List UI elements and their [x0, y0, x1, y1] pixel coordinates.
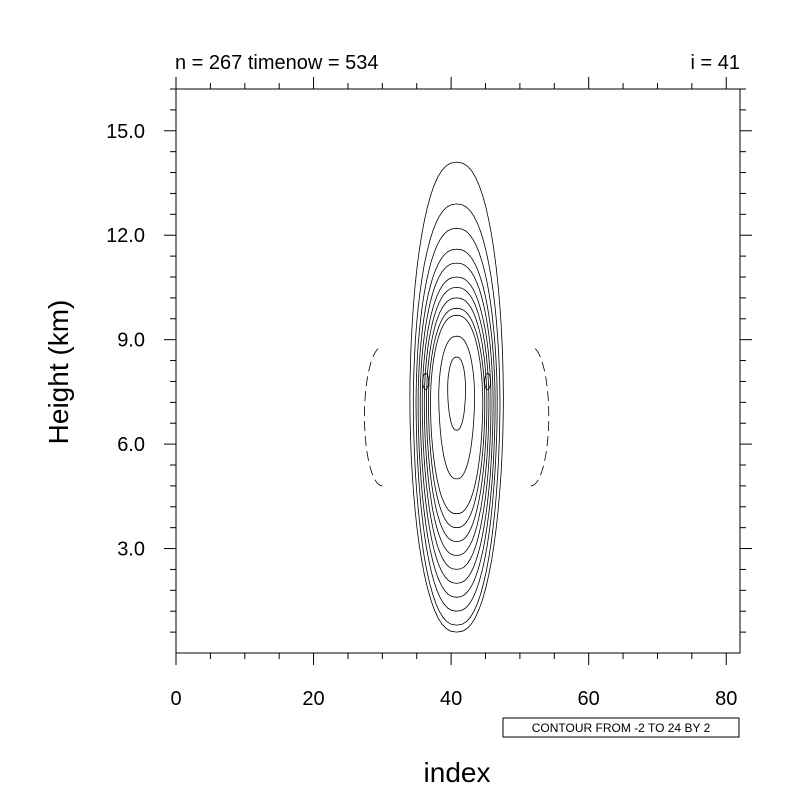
- contour-line: [412, 203, 501, 626]
- x-tick-label: 60: [578, 688, 600, 710]
- contour-local-max: [484, 373, 491, 390]
- plot-frame: [175, 88, 741, 654]
- x-tick-label: 0: [170, 688, 181, 710]
- x-tick-labels: 0 20 40 60 80: [170, 688, 737, 710]
- contour-line: [421, 276, 492, 570]
- contour-line: [427, 307, 486, 529]
- contour-local-max: [422, 373, 430, 390]
- y-tick-label: 3.0: [117, 539, 145, 561]
- contour-info-text: CONTOUR FROM -2 TO 24 BY 2: [532, 721, 711, 735]
- y-tick-label: 15.0: [106, 121, 145, 143]
- contour-line: [425, 297, 488, 543]
- title-right: i = 41: [691, 52, 740, 74]
- x-axis-label: index: [424, 757, 491, 788]
- y-tick-label: 9.0: [117, 330, 145, 352]
- contour-line: [419, 262, 494, 584]
- x-tick-label: 40: [440, 688, 462, 710]
- contour-line: [447, 356, 467, 431]
- y-axis-label: Height (km): [43, 300, 74, 445]
- contour-line: [417, 248, 496, 598]
- axis-ticks: [164, 77, 752, 665]
- contour-line: [438, 335, 475, 480]
- contour-line: [423, 286, 490, 556]
- contour-lines: [364, 161, 550, 633]
- y-tick-label: 12.0: [106, 225, 145, 247]
- x-tick-label: 20: [302, 688, 324, 710]
- contour-line-negative: [530, 346, 550, 487]
- contour-line-negative: [364, 346, 383, 487]
- x-tick-label: 80: [715, 688, 737, 710]
- contour-line: [409, 161, 504, 633]
- contour-info-box: [502, 717, 740, 738]
- y-tick-labels: 3.0 6.0 9.0 12.0 15.0: [106, 121, 145, 561]
- contour-line: [430, 314, 484, 515]
- title-left: n = 267 timenow = 534: [175, 52, 378, 74]
- y-tick-label: 6.0: [117, 434, 145, 456]
- contour-line: [415, 227, 498, 612]
